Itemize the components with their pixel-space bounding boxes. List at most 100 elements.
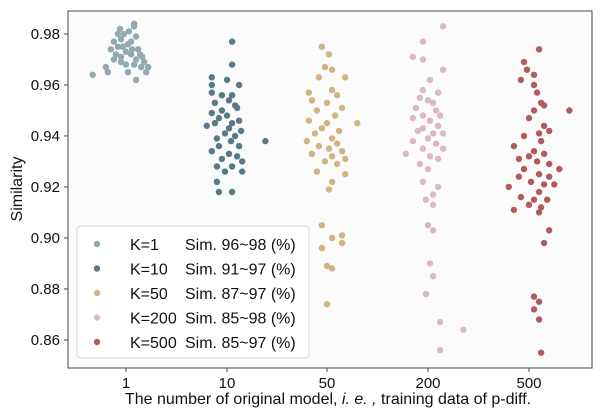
scatter-point-k500 xyxy=(566,107,573,114)
scatter-point-k500 xyxy=(540,239,548,247)
scatter-point-k200 xyxy=(412,104,420,112)
scatter-point-k10 xyxy=(215,142,223,150)
scatter-point-k50 xyxy=(328,234,336,242)
scatter-point-k1 xyxy=(110,56,118,63)
scatter-point-k10 xyxy=(235,142,243,150)
scatter-point-k50 xyxy=(331,112,339,119)
scatter-point-k10 xyxy=(237,127,245,135)
scatter-point-k1 xyxy=(132,33,140,40)
scatter-point-k50 xyxy=(325,186,333,193)
y-tick-label: 0.90 xyxy=(31,230,60,247)
scatter-point-k1 xyxy=(138,63,145,71)
scatter-point-k10 xyxy=(228,188,236,196)
scatter-point-k500 xyxy=(525,153,533,160)
scatter-point-k200 xyxy=(429,191,437,198)
scatter-point-k500 xyxy=(527,178,535,185)
scatter-point-k500 xyxy=(546,227,553,234)
scatter-point-k50 xyxy=(328,135,336,142)
scatter-point-k200 xyxy=(416,160,424,168)
scatter-point-k500 xyxy=(546,173,553,180)
legend-box xyxy=(76,225,310,359)
scatter-point-k50 xyxy=(333,140,341,147)
scatter-point-k10 xyxy=(231,132,239,140)
scatter-point-k200 xyxy=(419,86,427,94)
scatter-point-k50 xyxy=(321,63,329,71)
scatter-point-k500 xyxy=(537,349,545,356)
scatter-point-k1 xyxy=(132,56,140,63)
scatter-point-k200 xyxy=(419,56,427,63)
scatter-point-k200 xyxy=(409,53,417,61)
scatter-point-k200 xyxy=(424,97,432,104)
legend-marker xyxy=(93,338,101,346)
scatter-point-k500 xyxy=(535,171,543,178)
y-tick-label: 0.98 xyxy=(31,26,60,43)
scatter-point-k500 xyxy=(505,183,512,191)
scatter-point-k10 xyxy=(262,137,269,145)
scatter-point-k1 xyxy=(141,58,148,66)
scatter-point-k200 xyxy=(424,165,432,173)
scatter-point-k200 xyxy=(436,112,444,119)
scatter-point-k500 xyxy=(530,306,538,313)
scatter-point-k1 xyxy=(112,51,120,58)
legend-items: K=1 Sim. 96~98 (%) K=10 Sim. 91~97 (%) K=50 S… xyxy=(93,237,296,352)
scatter-point-k10 xyxy=(213,163,221,170)
scatter-point-k10 xyxy=(208,74,215,81)
x-tick-label: 50 xyxy=(319,375,336,392)
scatter-point-k50 xyxy=(335,127,343,135)
scatter-point-k50 xyxy=(308,150,316,157)
scatter-point-k500 xyxy=(530,196,538,203)
scatter-point-k200 xyxy=(434,89,442,96)
scatter-point-k200 xyxy=(432,107,440,114)
scatter-point-k50 xyxy=(333,92,341,99)
legend-marker xyxy=(93,314,101,321)
scatter-point-k10 xyxy=(208,81,215,89)
scatter-point-k50 xyxy=(325,51,333,58)
x-axis-label-part-2: i. e. , xyxy=(342,391,377,408)
scatter-point-k50 xyxy=(303,137,310,145)
scatter-point-k50 xyxy=(321,158,329,165)
scatter-point-k200 xyxy=(409,114,417,122)
scatter-point-k200 xyxy=(424,135,432,142)
scatter-point-k200 xyxy=(409,137,417,145)
scatter-point-k200 xyxy=(436,318,444,326)
x-axis-ticks: 1 10 50 200 500 xyxy=(122,368,542,392)
scatter-point-k50 xyxy=(318,43,326,50)
scatter-point-k10 xyxy=(221,130,229,137)
scatter-point-k500 xyxy=(525,114,533,122)
legend-label-k: K=1 xyxy=(130,237,159,254)
scatter-point-k200 xyxy=(439,145,447,152)
scatter-point-k10 xyxy=(211,99,219,107)
scatter-point-k10 xyxy=(213,178,221,185)
scatter-point-k200 xyxy=(434,155,442,163)
scatter-point-k10 xyxy=(228,120,236,127)
scatter-point-k200 xyxy=(419,145,427,152)
scatter-point-k200 xyxy=(439,23,447,30)
scatter-point-k50 xyxy=(328,265,336,272)
scatter-point-k10 xyxy=(221,168,229,175)
legend-label-k: K=50 xyxy=(130,286,168,303)
scatter-point-k10 xyxy=(239,158,246,165)
scatter-point-k1 xyxy=(134,46,142,53)
scatter-point-k500 xyxy=(517,76,525,84)
scatter-point-k1 xyxy=(120,30,128,38)
scatter-point-k500 xyxy=(540,122,548,129)
scatter-point-k10 xyxy=(213,135,221,142)
scatter-point-k500 xyxy=(533,158,541,165)
scatter-point-k1 xyxy=(143,69,150,76)
scatter-point-k10 xyxy=(233,104,241,112)
scatter-point-k500 xyxy=(530,107,538,114)
scatter-point-k1 xyxy=(127,51,135,58)
legend-marker xyxy=(93,265,101,272)
scatter-point-k50 xyxy=(323,120,331,127)
scatter-point-k10 xyxy=(228,92,236,99)
y-tick-label: 0.94 xyxy=(31,128,60,145)
legend-marker xyxy=(93,289,101,297)
scatter-point-k10 xyxy=(235,117,243,124)
scatter-point-k10 xyxy=(225,97,233,104)
scatter-point-k10 xyxy=(225,150,233,157)
y-axis-ticks: 0.86 0.88 0.90 0.92 0.94 0.96 0.98 xyxy=(31,26,68,349)
scatter-point-k1 xyxy=(117,58,125,66)
x-axis-label: The number of original model, i. e. , tr… xyxy=(125,391,531,408)
scatter-point-k50 xyxy=(318,125,326,132)
